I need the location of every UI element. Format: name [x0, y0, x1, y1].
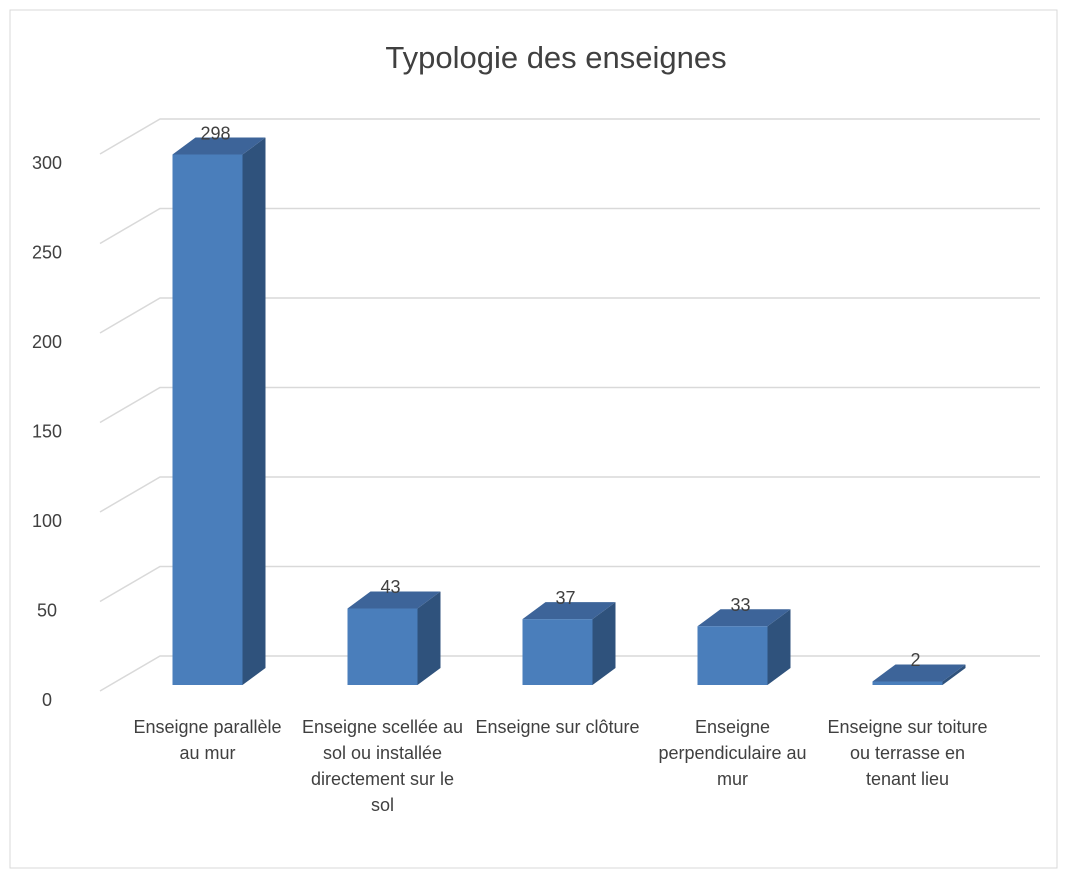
bar [872, 664, 966, 685]
bar-front [872, 681, 943, 685]
y-tick-label: 200 [32, 332, 62, 352]
data-label: 298 [200, 123, 230, 143]
y-tick-label: 300 [32, 153, 62, 173]
bar-top [172, 137, 266, 155]
bar-side [942, 664, 966, 685]
x-tick-label: Enseigne perpendiculaire au mur [658, 717, 807, 789]
grid-line [99, 386, 1040, 424]
data-label: 33 [730, 595, 750, 615]
grid-line [99, 207, 1040, 245]
bar-front [172, 154, 243, 685]
y-tick-label: 250 [32, 242, 62, 262]
grid-line [99, 118, 1040, 155]
bar-top [872, 664, 966, 682]
bar-side [592, 602, 616, 685]
bar [347, 591, 441, 685]
x-tick-label: Enseigne sur clôture [475, 717, 640, 737]
x-tick-label: Enseigne sur toiture ou terrasse en tena… [827, 717, 988, 789]
bar-front [522, 619, 593, 685]
bar [172, 137, 266, 685]
y-tick-label: 150 [32, 421, 62, 441]
data-label: 43 [380, 577, 400, 597]
data-label: 37 [555, 588, 575, 608]
bar-front [347, 608, 418, 685]
grid-line [99, 565, 1040, 603]
bar-side [417, 591, 441, 685]
y-tick-label: 0 [42, 690, 52, 710]
bar-front [697, 626, 768, 685]
x-tick-label: Enseigne parallèle au mur [133, 717, 282, 763]
bar-top [522, 602, 616, 620]
x-tick-label: Enseigne scellée au sol ou installée dir… [301, 717, 464, 815]
bar-side [242, 137, 266, 685]
grid-line [99, 297, 1040, 334]
data-label: 2 [910, 650, 920, 670]
bar [697, 609, 791, 685]
y-tick-label: 50 [37, 600, 57, 620]
y-tick-label: 100 [32, 511, 62, 531]
bar-side [767, 609, 791, 685]
bar-top [347, 591, 441, 609]
bar [522, 602, 616, 685]
grid-line [99, 476, 1040, 513]
chart-title: Typologie des enseignes [385, 40, 726, 75]
bar-top [697, 609, 791, 627]
